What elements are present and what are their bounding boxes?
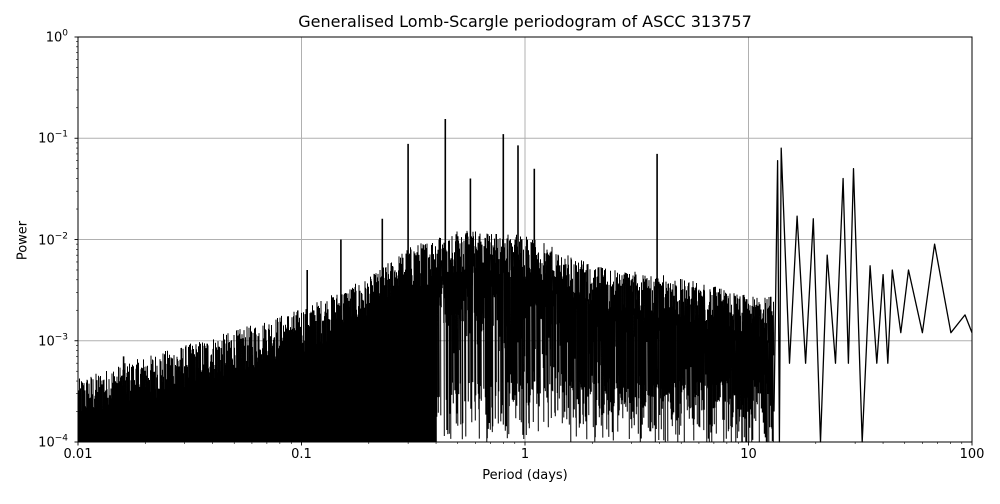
y-axis-label: Power xyxy=(15,220,31,261)
periodogram-peaks xyxy=(122,119,658,401)
y-tick-label: 10−4 xyxy=(38,433,68,451)
x-tick-label: 10 xyxy=(740,447,757,462)
y-tick-label: 10−2 xyxy=(38,231,68,248)
chart-title: Generalised Lomb-Scargle periodogram of … xyxy=(298,12,752,31)
y-tick-label: 100 xyxy=(45,28,68,46)
x-tick-label: 0.01 xyxy=(63,447,93,462)
x-axis-label: Period (days) xyxy=(482,468,568,483)
y-tick-label: 10−1 xyxy=(38,129,68,147)
periodogram-noise xyxy=(77,230,775,443)
x-tick-label: 0.1 xyxy=(291,447,312,462)
y-tick-label: 10−3 xyxy=(38,332,68,350)
x-tick-label: 100 xyxy=(959,447,985,462)
periodogram-lobes xyxy=(773,147,973,443)
x-tick-label: 1 xyxy=(520,447,530,462)
